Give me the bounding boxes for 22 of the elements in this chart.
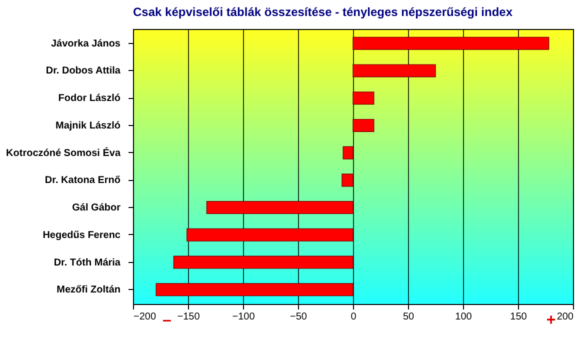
text: – <box>162 312 172 329</box>
text: + <box>546 312 556 329</box>
x-tick-label: 0 <box>350 312 357 322</box>
y-tick-label: Kotroczóné Somosi Éva <box>6 146 121 159</box>
y-tick-label: Dr. Dobos Attila <box>46 66 121 77</box>
y-tick-label: Fodor László <box>58 93 120 104</box>
y-tick-label: Dr. Katona Ernő <box>44 175 120 186</box>
y-tick-label: Gál Gábor <box>72 202 121 214</box>
x-tick-label: −150 <box>177 312 200 322</box>
y-tick-label: Jávorka János <box>51 38 121 50</box>
x-tick-label: 200 <box>556 312 574 322</box>
y-tick-label: Hegedűs Ferenc <box>42 230 121 241</box>
x-tick-label: −50 <box>290 312 308 322</box>
x-tick-label: −100 <box>232 312 256 322</box>
y-tick-label: Majnik László <box>55 120 120 132</box>
x-tick-label: 50 <box>402 312 414 322</box>
x-tick-label: −200 <box>134 312 156 322</box>
x-tick-label: 100 <box>455 312 472 322</box>
y-tick-label: Mezőfi Zoltán <box>56 284 120 296</box>
y-tick-label: Dr. Tóth Mária <box>54 257 121 268</box>
chart-title: Csak képviselői táblák összesítése - tényleges népszerűségi index <box>133 5 513 19</box>
x-tick-label: 150 <box>510 312 528 322</box>
